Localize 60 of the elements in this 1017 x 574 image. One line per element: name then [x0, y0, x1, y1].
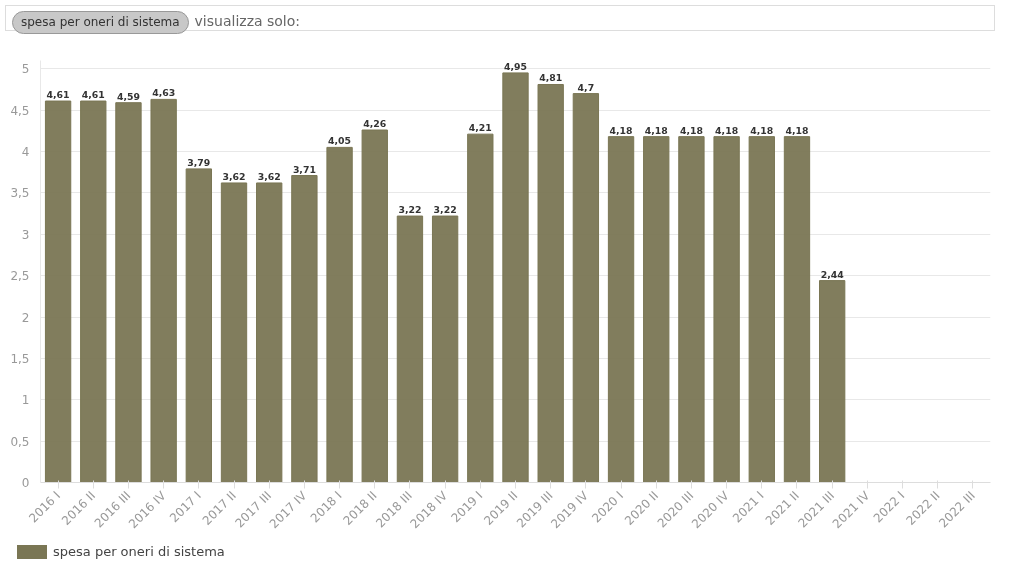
y-tick-label: 3 — [21, 227, 30, 242]
text: spesa per oneri di sistema — [12, 11, 189, 35]
data-label: 4,95 — [503, 60, 528, 72]
data-label: 3,62 — [257, 170, 281, 182]
bar — [748, 136, 775, 483]
bar — [431, 215, 459, 483]
bar — [643, 136, 670, 483]
data-label: 2,44 — [820, 268, 845, 280]
data-label: 4,18 — [750, 124, 774, 136]
bar — [467, 133, 494, 483]
y-tick-label: 3,5 — [10, 186, 30, 201]
data-label: 3,62 — [222, 170, 246, 182]
y-tick-label: 1 — [21, 393, 30, 408]
bar — [783, 136, 811, 483]
bar — [115, 102, 142, 483]
bar — [80, 100, 107, 483]
y-tick-label: 2,5 — [10, 269, 30, 284]
data-label: 3,22 — [433, 204, 457, 216]
data-label: 4,61 — [46, 89, 70, 101]
data-label: 3,22 — [398, 204, 422, 216]
y-tick-label: 0 — [21, 476, 30, 490]
bar — [291, 175, 318, 483]
data-label: 4,59 — [116, 90, 140, 102]
data-label: 4,81 — [539, 72, 563, 84]
bar — [150, 98, 177, 483]
y-tick-label: 2 — [21, 310, 30, 325]
data-label: 3,79 — [187, 156, 211, 168]
data-label: 3,71 — [292, 163, 316, 175]
bar — [572, 93, 600, 483]
data-label: 4,18 — [679, 124, 703, 136]
text: visualizza solo: — [194, 13, 301, 29]
y-tick-label: 4,5 — [10, 103, 30, 118]
data-label: 4,26 — [363, 118, 387, 130]
y-tick-label: 4 — [21, 145, 30, 160]
bar — [44, 100, 72, 483]
bar — [256, 182, 283, 483]
bar — [361, 129, 388, 483]
bar — [537, 84, 564, 483]
bar — [713, 136, 740, 483]
bar — [819, 280, 846, 483]
bar — [326, 146, 353, 483]
legend-label: spesa per oneri di sistema — [53, 544, 225, 559]
bar — [396, 215, 424, 483]
data-label: 4,18 — [715, 124, 739, 136]
y-tick-label: 0,5 — [10, 434, 30, 449]
y-tick-label: 1,5 — [10, 351, 30, 366]
data-label: 4,18 — [785, 124, 809, 136]
data-label: 4,63 — [152, 87, 176, 99]
y-tick-label: 5 — [21, 62, 30, 77]
bar — [678, 136, 705, 483]
data-label: 4,18 — [644, 124, 668, 136]
data-label: 4,18 — [609, 124, 633, 136]
bar — [220, 182, 248, 483]
data-label: 4,7 — [577, 81, 595, 93]
data-label: 4,21 — [468, 122, 492, 134]
bar — [502, 72, 529, 483]
bar — [185, 168, 212, 483]
data-label: 4,61 — [81, 89, 105, 101]
data-label: 4,05 — [328, 135, 352, 147]
bar — [607, 136, 635, 483]
